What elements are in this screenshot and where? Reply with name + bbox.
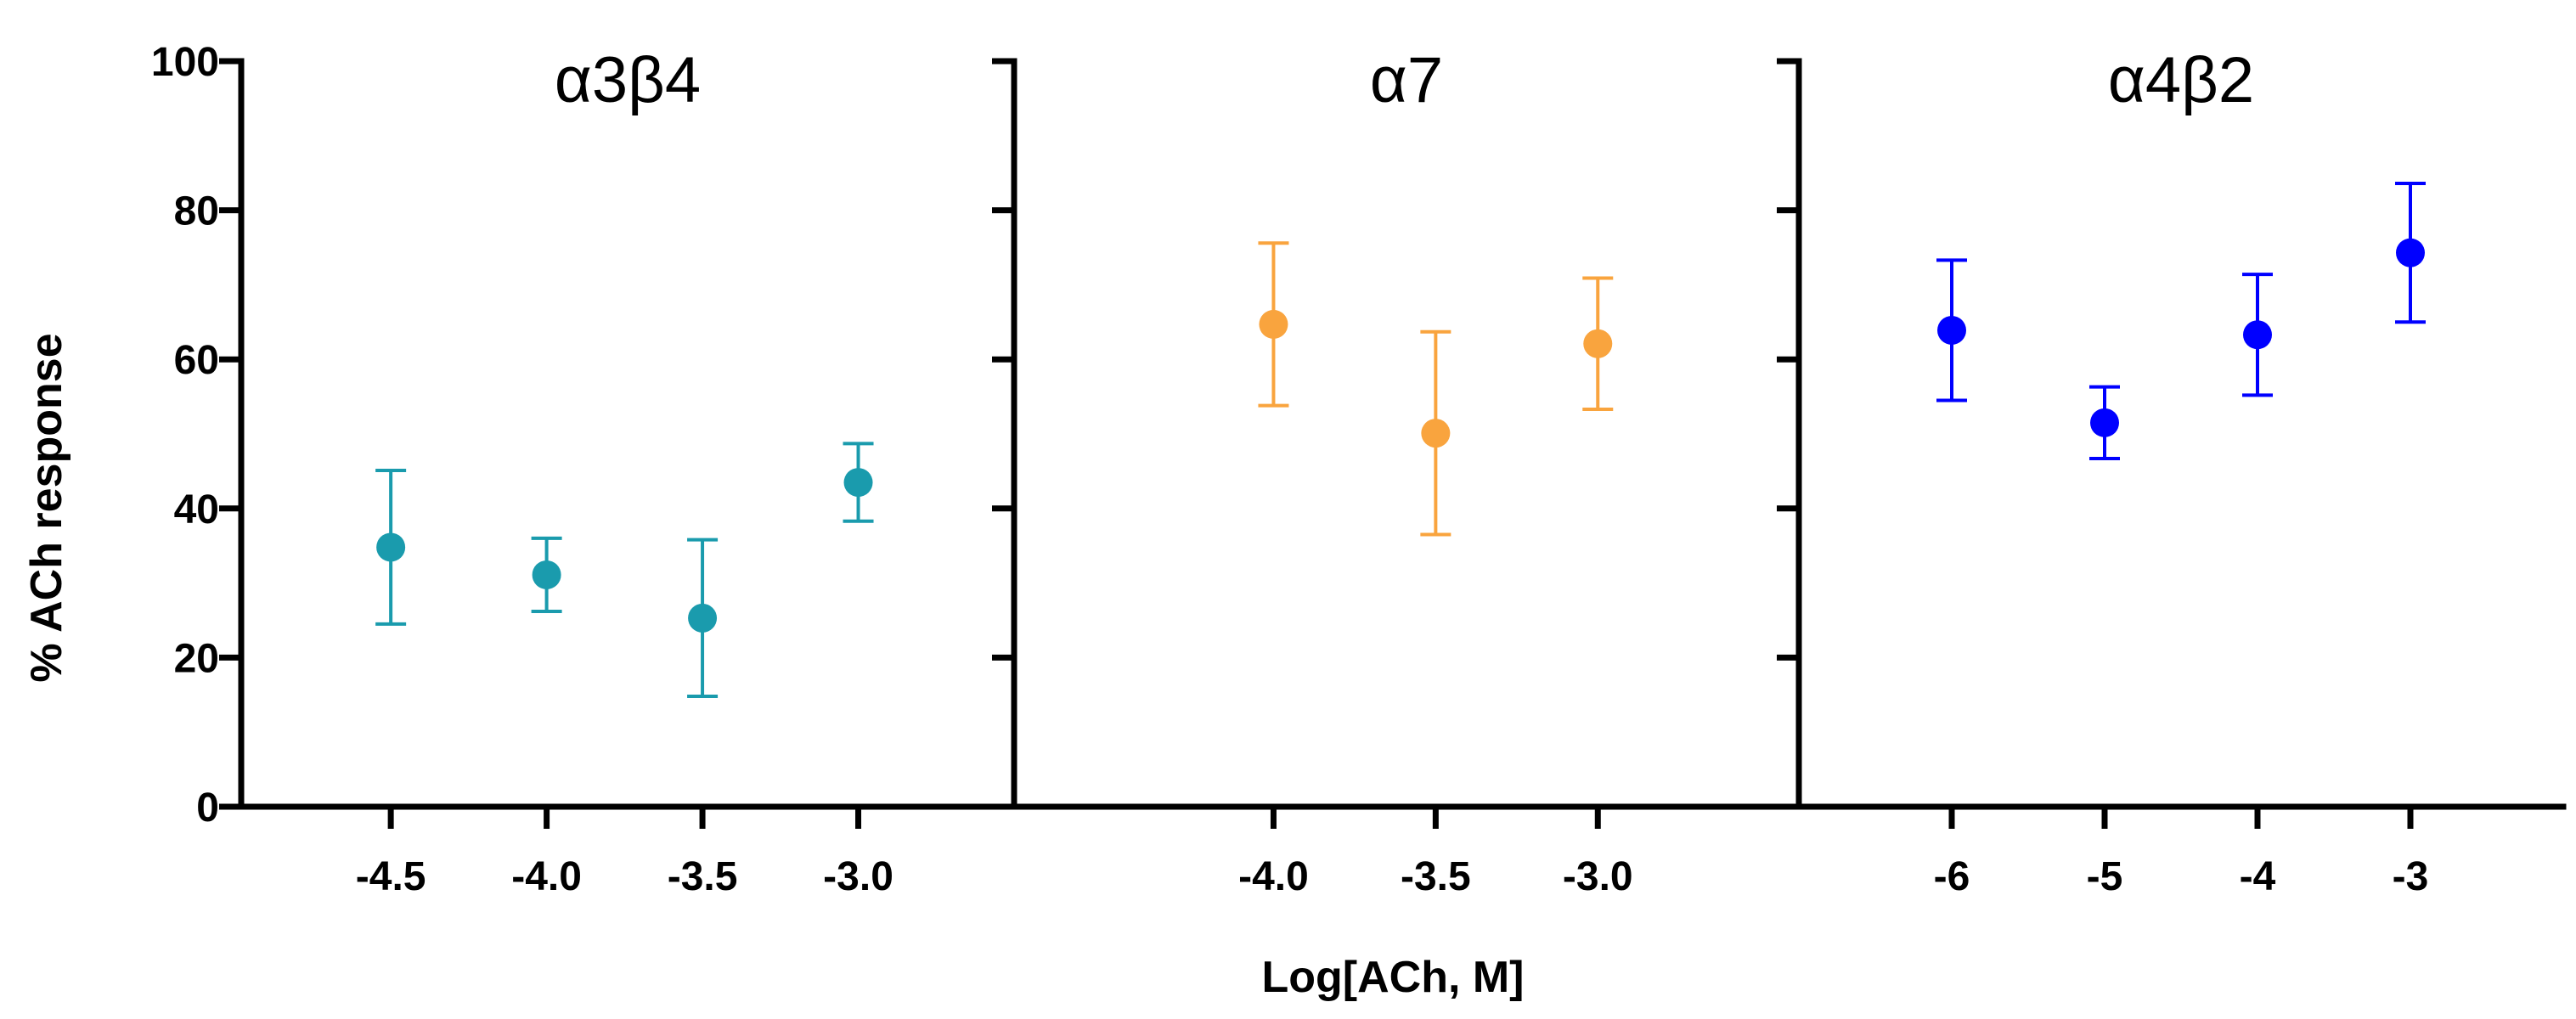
panel-title-a7: α7 xyxy=(1370,44,1443,116)
panel-a3b4: α3β4 -4.5 -4.0 -3.5 -3.0 xyxy=(219,44,1017,899)
data-point xyxy=(532,560,561,589)
data-point xyxy=(1937,315,1966,345)
y-tick-label: 100 xyxy=(151,40,219,85)
data-point xyxy=(1583,329,1613,358)
panel-title-a4b2: α4β2 xyxy=(2108,44,2254,116)
data-point xyxy=(2243,320,2272,350)
x-tick-label: -4.0 xyxy=(511,854,582,899)
y-tick-labels: 0 20 40 60 80 100 xyxy=(151,40,219,830)
y-axis-title: % ACh response xyxy=(22,333,71,682)
data-point xyxy=(2396,238,2425,267)
x-tick-label: -4 xyxy=(2240,854,2276,899)
data-point xyxy=(2090,408,2119,437)
panel-a4b2: α4β2 -6 -5 -4 -3 xyxy=(1777,44,2567,899)
y-tick-label: 0 xyxy=(196,785,219,830)
x-tick-label: -3.0 xyxy=(823,854,893,899)
panel-a7: α7 -4.0 -3.5 -3.0 xyxy=(992,44,1802,899)
x-axis-title: Log[ACh, M] xyxy=(1261,953,1524,1002)
x-tick-label: -4.5 xyxy=(356,854,426,899)
y-tick-label: 20 xyxy=(174,636,219,681)
x-tick-label: -4.0 xyxy=(1238,854,1309,899)
data-point xyxy=(1421,419,1451,448)
panel-title-a3b4: α3β4 xyxy=(555,44,701,116)
data-point xyxy=(843,468,873,498)
data-point xyxy=(688,603,718,633)
data-point xyxy=(1259,309,1288,339)
x-tick-label: -3.5 xyxy=(1401,854,1471,899)
x-tick-label: -3.0 xyxy=(1563,854,1633,899)
data-point xyxy=(376,532,406,562)
x-tick-label: -6 xyxy=(1934,854,1970,899)
x-tick-label: -5 xyxy=(2087,854,2123,899)
x-tick-label: -3.5 xyxy=(668,854,738,899)
x-tick-label: -3 xyxy=(2393,854,2429,899)
y-tick-label: 40 xyxy=(174,487,219,532)
y-tick-label: 60 xyxy=(174,338,219,383)
y-tick-label: 80 xyxy=(174,189,219,234)
